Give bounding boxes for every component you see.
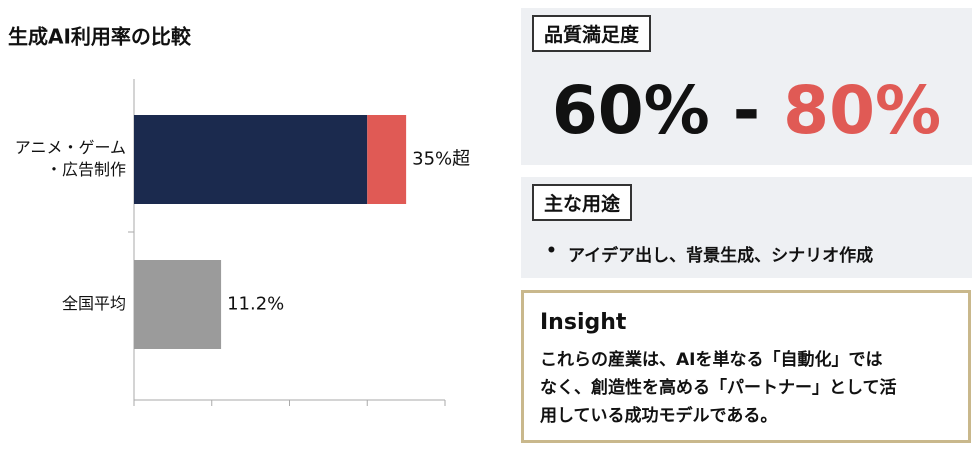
satisfaction-range: 60% - 80% xyxy=(521,72,972,149)
panel-header: 品質満足度 xyxy=(532,15,652,52)
insight-text: なく、創造性を高める「パートナー」として活 xyxy=(540,378,897,398)
insight-text: これらの産業は、AIを単なる「自動化」では xyxy=(540,350,883,370)
range-low: 60% xyxy=(551,72,710,149)
chart-title: 生成AI利用率の比較 xyxy=(8,25,192,49)
insight-text: 用している成功モデルである。 xyxy=(540,406,778,426)
insight-title: Insight xyxy=(540,310,627,335)
range-high: 80% xyxy=(783,72,942,149)
y-tick-label: アニメ・ゲーム xyxy=(15,138,126,157)
bar xyxy=(367,115,407,204)
y-tick-label: ・広告制作 xyxy=(46,160,126,179)
bullet: • xyxy=(546,241,557,261)
value-label: 11.2% xyxy=(227,294,284,315)
bar xyxy=(134,115,368,204)
value-label: 35%超 xyxy=(412,149,470,170)
range-separator: - xyxy=(709,72,784,149)
insight-panel xyxy=(521,290,971,443)
bar xyxy=(134,260,222,349)
use-item: アイデア出し、背景生成、シナリオ作成 xyxy=(568,246,874,266)
y-tick-label: 全国平均 xyxy=(62,294,126,313)
panel-header: 主な用途 xyxy=(532,184,633,221)
